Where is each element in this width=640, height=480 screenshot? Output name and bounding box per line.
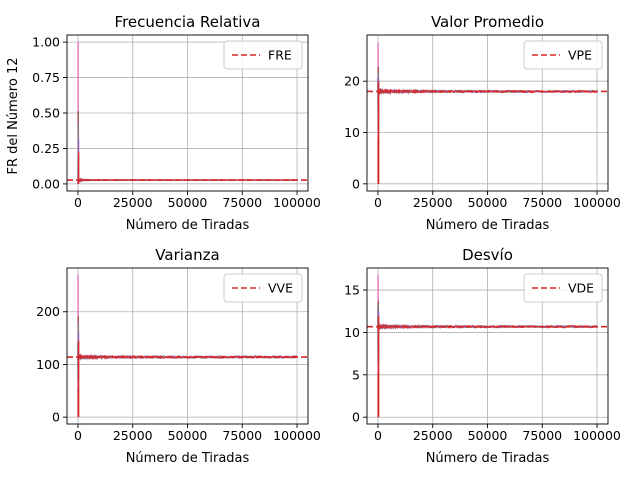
subplot-3: 0 25000 50000 75000 100000 0 100 200 Varianza Núm… bbox=[36, 246, 321, 466]
subplot-4: 0 25000 50000 75000 100000 0 5 10 15 Desvío Número… bbox=[344, 246, 621, 466]
legend: FRE bbox=[223, 40, 303, 70]
x-tick-label: 75000 bbox=[222, 195, 262, 210]
x-tick-label: 25000 bbox=[413, 428, 453, 443]
y-tick-label: 5 bbox=[352, 367, 360, 382]
subplot-title: Varianza bbox=[155, 246, 219, 264]
x-tick-label: 100000 bbox=[273, 195, 321, 210]
legend-box bbox=[523, 40, 603, 70]
x-tick-label: 50000 bbox=[168, 195, 208, 210]
subplot-title: Frecuencia Relativa bbox=[115, 13, 261, 31]
y-tick-label: 0.00 bbox=[32, 176, 60, 191]
legend-label: VVE bbox=[268, 281, 293, 296]
figure-ylabel: FR del Número 12 bbox=[6, 58, 21, 175]
x-tick-label: 0 bbox=[374, 195, 382, 210]
x-tick-label: 0 bbox=[374, 428, 382, 443]
legend-label: VDE bbox=[568, 281, 594, 296]
x-tick-label: 100000 bbox=[273, 428, 321, 443]
legend: VPE bbox=[523, 40, 603, 70]
x-tick-label: 25000 bbox=[413, 195, 453, 210]
x-tick-label: 0 bbox=[74, 428, 82, 443]
y-tick-label: 1.00 bbox=[32, 35, 60, 50]
x-axis-label: Número de Tiradas bbox=[426, 451, 550, 466]
legend-box bbox=[223, 40, 303, 70]
y-tick-label: 0 bbox=[352, 410, 360, 425]
x-tick-label: 0 bbox=[74, 195, 82, 210]
y-tick-label: 10 bbox=[344, 125, 360, 140]
subplot-2: 0 25000 50000 75000 100000 0 10 20 Valor Promedi… bbox=[344, 13, 621, 233]
legend-label: VPE bbox=[568, 48, 592, 63]
x-tick-label: 25000 bbox=[113, 195, 153, 210]
y-tick-label: 0 bbox=[352, 176, 360, 191]
x-tick-label: 75000 bbox=[222, 428, 262, 443]
x-tick-label: 75000 bbox=[522, 428, 562, 443]
subplot-1: 0 25000 50000 75000 100000 0.00 0.25 0.50 0.75 1.… bbox=[32, 13, 321, 233]
x-tick-label: 100000 bbox=[573, 195, 621, 210]
y-tick-label: 15 bbox=[344, 283, 360, 298]
x-tick-label: 50000 bbox=[468, 428, 508, 443]
x-tick-label: 50000 bbox=[468, 195, 508, 210]
y-tick-label: 0 bbox=[52, 410, 60, 425]
subplot-title: Desvío bbox=[462, 246, 513, 264]
legend-box bbox=[523, 273, 603, 303]
legend: VVE bbox=[223, 273, 303, 303]
y-tick-label: 200 bbox=[36, 304, 60, 319]
x-axis-label: Número de Tiradas bbox=[126, 451, 250, 466]
y-tick-label: 100 bbox=[36, 357, 60, 372]
x-axis-label: Número de Tiradas bbox=[426, 218, 550, 233]
y-tick-label: 0.75 bbox=[32, 70, 60, 85]
y-tick-label: 0.25 bbox=[32, 141, 60, 156]
x-tick-label: 50000 bbox=[168, 428, 208, 443]
x-tick-label: 25000 bbox=[113, 428, 153, 443]
y-tick-label: 10 bbox=[344, 325, 360, 340]
y-tick-label: 0.50 bbox=[32, 106, 60, 121]
legend-label: FRE bbox=[268, 48, 292, 63]
x-tick-label: 75000 bbox=[522, 195, 562, 210]
x-tick-label: 100000 bbox=[573, 428, 621, 443]
legend-box bbox=[223, 273, 303, 303]
x-axis-label: Número de Tiradas bbox=[126, 218, 250, 233]
subplot-title: Valor Promedio bbox=[431, 13, 544, 31]
y-tick-label: 20 bbox=[344, 74, 360, 89]
legend: VDE bbox=[523, 273, 603, 303]
